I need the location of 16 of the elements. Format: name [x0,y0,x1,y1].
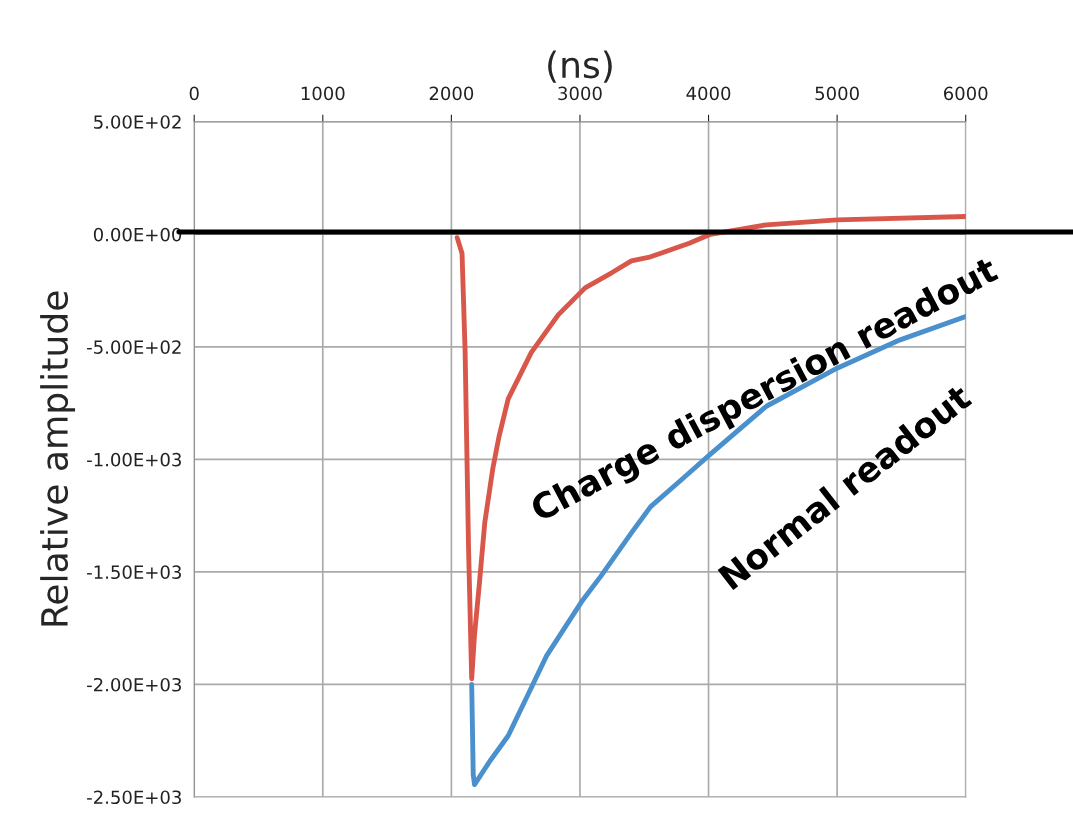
y-tick-label: -2.00E+03 [87,677,181,692]
x-tick-label: 0 [189,86,199,101]
y-axis-title: Relative amplitude [40,291,76,626]
x-tick-label: 2000 [429,86,474,101]
y-tick-label: -5.00E+02 [87,340,181,354]
x-tick-label: 5000 [815,86,859,101]
y-tick-label: -2.50E+03 [87,790,181,805]
x-tick-label: 6000 [943,86,988,101]
y-tick-label: 0.00E+00 [93,227,182,242]
x-tick-label: 3000 [558,86,602,101]
y-tick-label: -1.00E+03 [87,452,181,467]
y-tick-label: 5.00E+02 [94,115,181,129]
x-tick-label: 4000 [686,86,731,101]
x-tick-label: 1000 [301,86,345,101]
y-tick-label: -1.50E+03 [87,565,181,580]
x-axis-title: (ns) [548,50,612,83]
